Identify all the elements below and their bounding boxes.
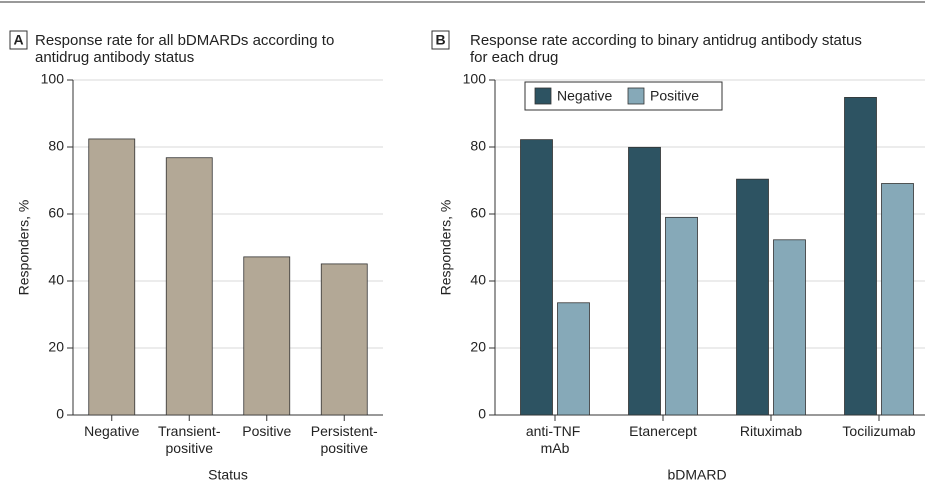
bar bbox=[736, 178, 769, 416]
legend-swatch bbox=[627, 87, 645, 105]
y-tick-label: 80 bbox=[48, 138, 64, 154]
bar bbox=[844, 97, 877, 416]
y-tick-label: 0 bbox=[56, 406, 64, 422]
x-tick-label: anti-TNF mAb bbox=[526, 423, 584, 456]
legend-box bbox=[524, 81, 723, 111]
bar bbox=[165, 157, 213, 416]
y-tick-label: 100 bbox=[41, 71, 65, 87]
chart-title: Response rate according to binary antidr… bbox=[470, 32, 866, 66]
legend-label: Positive bbox=[650, 88, 699, 104]
x-tick-label: Positive bbox=[242, 423, 291, 439]
panel-label: A bbox=[13, 32, 23, 48]
x-tick-label: Persistent-positive bbox=[311, 423, 378, 456]
y-tick-label: 20 bbox=[48, 339, 64, 355]
panel-label: B bbox=[435, 32, 445, 48]
y-axis-title: Responders, % bbox=[16, 200, 32, 296]
x-tick-label: Tocilizumab bbox=[842, 423, 915, 439]
chart-title: Response rate for all bDMARDs according … bbox=[35, 32, 338, 66]
y-tick-label: 40 bbox=[48, 272, 64, 288]
y-tick-label: 0 bbox=[478, 406, 486, 422]
bar bbox=[881, 183, 914, 416]
x-tick-label: Etanercept bbox=[629, 423, 697, 439]
bar bbox=[320, 263, 368, 416]
y-axis-title: Responders, % bbox=[438, 200, 454, 296]
bar bbox=[557, 302, 590, 416]
panel-label-box bbox=[9, 30, 28, 50]
x-tick-label: Rituximab bbox=[740, 423, 802, 439]
x-axis-title: Status bbox=[208, 467, 248, 483]
bar bbox=[243, 256, 291, 416]
bar bbox=[773, 239, 806, 416]
bar bbox=[88, 138, 136, 416]
bar bbox=[628, 146, 661, 416]
y-tick-label: 60 bbox=[470, 205, 486, 221]
bar bbox=[520, 139, 553, 416]
x-axis-title: bDMARD bbox=[667, 467, 726, 483]
y-tick-label: 20 bbox=[470, 339, 486, 355]
y-tick-label: 60 bbox=[48, 205, 64, 221]
legend-label: Negative bbox=[557, 88, 612, 104]
x-tick-label: Transient-positive bbox=[158, 423, 221, 456]
y-tick-label: 40 bbox=[470, 272, 486, 288]
y-tick-label: 100 bbox=[463, 71, 487, 87]
y-tick-label: 80 bbox=[470, 138, 486, 154]
panel-label-box bbox=[431, 30, 450, 50]
legend-swatch bbox=[534, 87, 552, 105]
bar bbox=[665, 216, 698, 416]
x-tick-label: Negative bbox=[84, 423, 139, 439]
